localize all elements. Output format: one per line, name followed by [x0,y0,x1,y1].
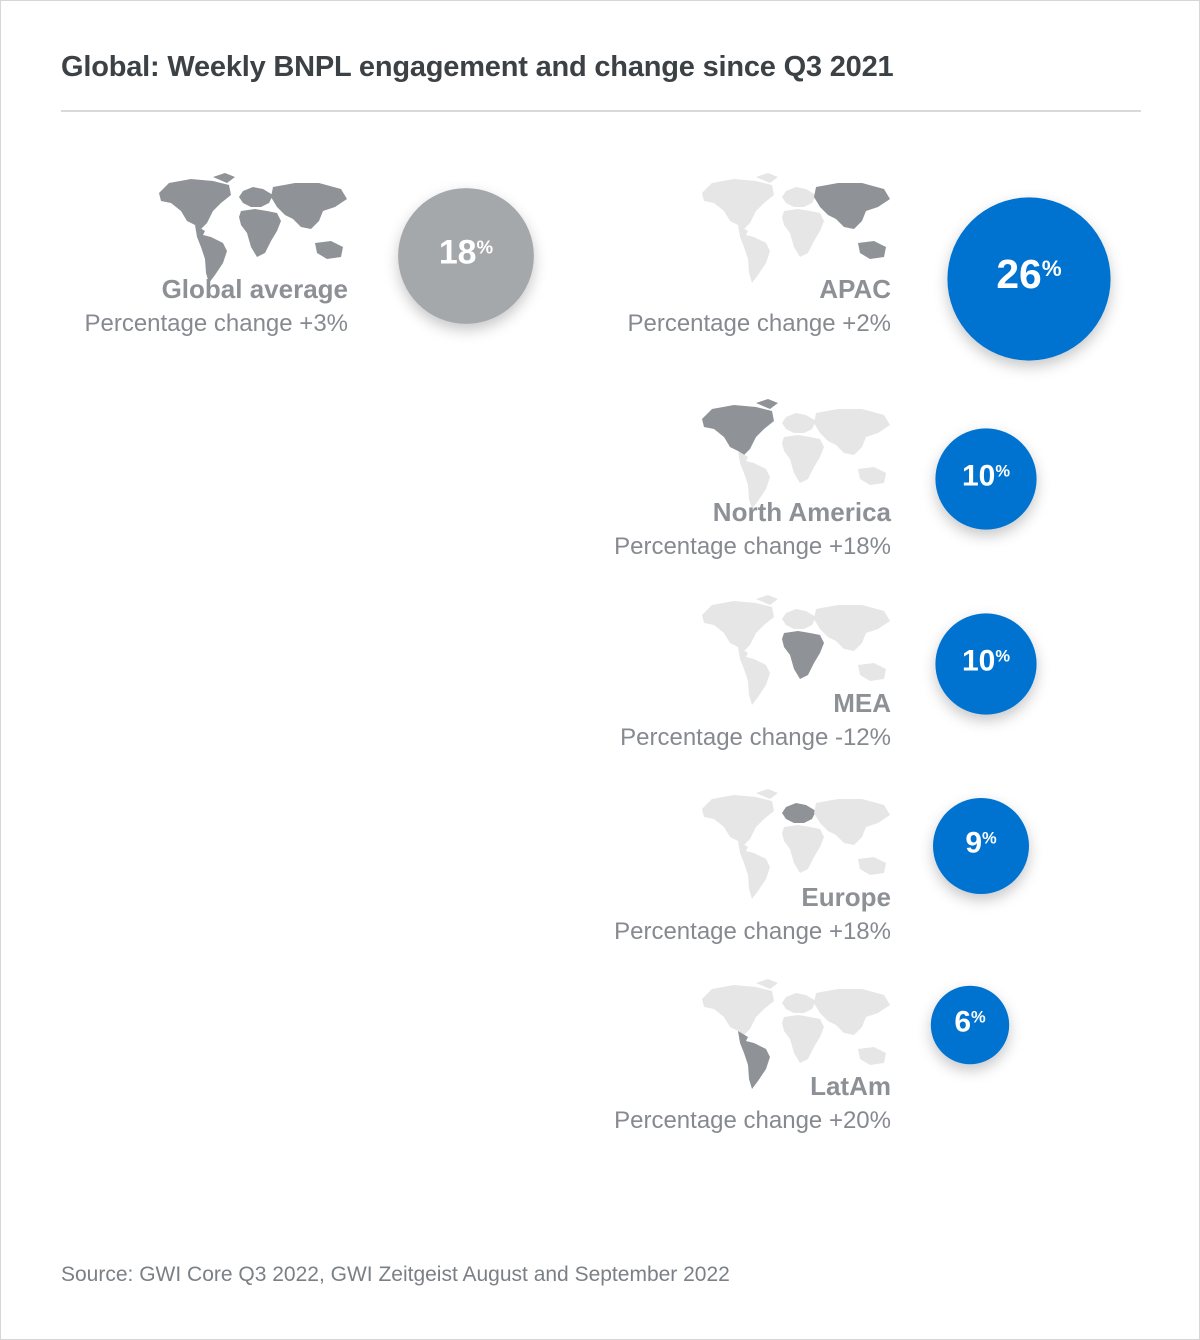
global-map-icon [159,173,347,283]
latam-map-region-latam [738,1031,770,1089]
latam-map-icon [702,979,890,1089]
europe-map-region-apac [814,799,890,875]
north-america-change-label: Percentage change +18% [614,533,891,560]
apac-map-region-mea [782,209,824,257]
europe-name-label: Europe [801,882,891,912]
north-america-map-region-apac [814,409,890,485]
latam-map-region-na [702,979,778,1035]
europe-bubble [933,798,1029,894]
north-america-map-region-eu [782,413,816,433]
north-america-bubble [935,428,1037,530]
north-america-map-region-latam [738,451,770,509]
global-bubble [398,188,534,324]
latam-map-region-mea [782,1015,824,1063]
mea-map-region-eu [782,609,816,629]
north-america-value-label: 10% [962,460,1010,493]
latam-map-region-eu [782,993,816,1013]
global-map-region-na [159,173,235,229]
latam-value-label: 6% [954,1006,986,1039]
mea-value-label: 10% [962,645,1010,678]
north-america-map-region-mea [782,435,824,483]
apac-map-region-apac [814,183,890,259]
source-note: Source: GWI Core Q3 2022, GWI Zeitgeist … [61,1263,730,1286]
europe-change-label: Percentage change +18% [614,918,891,945]
mea-name-label: MEA [833,688,891,718]
apac-map-icon [702,173,890,283]
latam-map-region-apac [814,989,890,1065]
global-map-region-mea [239,209,281,257]
mea-map-region-na [702,595,778,651]
mea-map-region-mea [782,631,824,679]
apac-map-region-na [702,173,778,229]
mea-bubble [935,613,1037,715]
mea-map-region-apac [814,605,890,681]
apac-change-label: Percentage change +2% [627,310,891,337]
europe-map-region-latam [738,841,770,899]
latam-name-label: LatAm [810,1071,891,1101]
global-map-region-apac [271,183,347,259]
mea-change-label: Percentage change -12% [620,724,891,751]
global-value-label: 18% [439,233,494,271]
apac-value-label: 26% [996,251,1061,297]
apac-bubble [947,197,1111,361]
mea-map-region-latam [738,647,770,705]
mea-map-icon [702,595,890,705]
north-america-map-region-na [702,399,778,455]
global-name-label: Global average [162,274,348,304]
europe-map-region-eu [782,803,816,823]
global-map-region-latam [195,225,227,283]
europe-value-label: 9% [965,827,997,860]
north-america-map-icon [702,399,890,509]
europe-map-region-na [702,789,778,845]
europe-map-icon [702,789,890,899]
chart-title: Global: Weekly BNPL engagement and chang… [61,51,894,83]
apac-map-region-latam [738,225,770,283]
global-map-region-eu [239,187,273,207]
global-change-label: Percentage change +3% [84,310,348,337]
europe-map-region-mea [782,825,824,873]
latam-change-label: Percentage change +20% [614,1107,891,1134]
apac-name-label: APAC [819,274,891,304]
north-america-name-label: North America [713,497,892,527]
latam-bubble [930,985,1010,1065]
title-divider [61,110,1141,112]
apac-map-region-eu [782,187,816,207]
